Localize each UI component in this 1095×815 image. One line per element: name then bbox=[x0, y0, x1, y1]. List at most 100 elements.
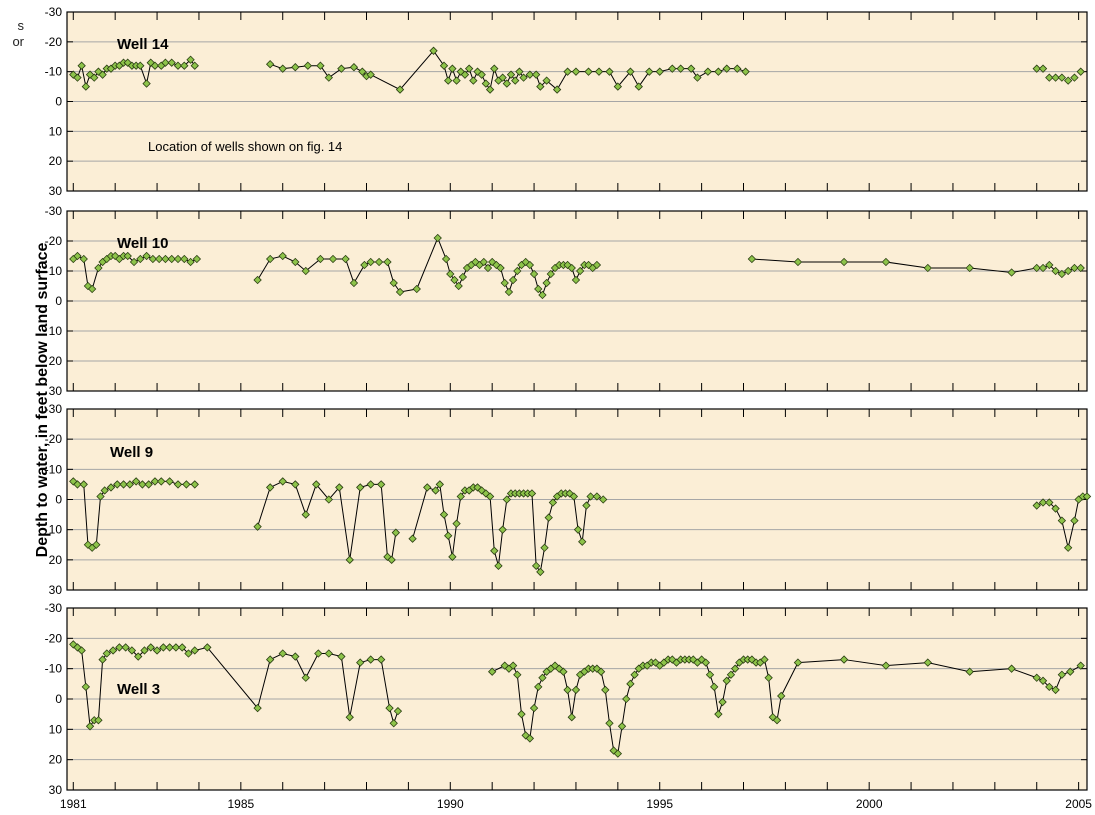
panel-3: -30 -20 -10 0 10 20 30 Well 9 bbox=[45, 402, 1092, 597]
data-point bbox=[383, 552, 392, 561]
data-point bbox=[377, 480, 386, 489]
data-point bbox=[464, 64, 474, 73]
data-point bbox=[456, 67, 465, 76]
data-point bbox=[1082, 492, 1092, 501]
data-series-points bbox=[1032, 64, 1085, 85]
data-point bbox=[134, 652, 143, 661]
data-point bbox=[460, 70, 470, 79]
data-point bbox=[485, 492, 495, 501]
data-point bbox=[345, 713, 354, 722]
data-point bbox=[668, 64, 677, 73]
data-point bbox=[180, 61, 189, 70]
data-series bbox=[253, 477, 400, 564]
well-label: Well 3 bbox=[117, 681, 160, 698]
data-point bbox=[563, 67, 572, 76]
data-point bbox=[113, 480, 122, 489]
data-point bbox=[536, 567, 545, 577]
data-point bbox=[594, 67, 604, 76]
data-point bbox=[571, 275, 581, 285]
data-point bbox=[441, 254, 451, 264]
data-series bbox=[265, 46, 750, 94]
data-point bbox=[150, 477, 160, 486]
data-point bbox=[605, 719, 614, 728]
data-point bbox=[582, 501, 591, 510]
data-point bbox=[1057, 269, 1067, 279]
data-point bbox=[617, 722, 627, 731]
panels-group: -30 -20 -10 0 10 20 30 Well 14 -30 -20 -10 0 10 20 30 W… bbox=[45, 5, 1092, 797]
data-point bbox=[485, 85, 495, 94]
data-point bbox=[747, 254, 757, 264]
data-point bbox=[502, 495, 512, 504]
data-point bbox=[1070, 73, 1079, 82]
data-point bbox=[435, 480, 444, 489]
data-point bbox=[192, 254, 202, 264]
data-point bbox=[73, 251, 82, 261]
data-point bbox=[366, 655, 375, 664]
y-tick-label: 30 bbox=[49, 783, 63, 797]
data-point bbox=[693, 73, 702, 82]
panel-1: -30 -20 -10 0 10 20 30 Well 14 bbox=[45, 5, 1088, 198]
data-point bbox=[1063, 76, 1073, 85]
data-point bbox=[184, 649, 193, 658]
data-point bbox=[92, 540, 101, 549]
data-point bbox=[154, 254, 164, 264]
data-point bbox=[173, 61, 183, 70]
data-point bbox=[291, 480, 300, 489]
data-point bbox=[563, 685, 572, 695]
data-point bbox=[839, 655, 849, 664]
data-point bbox=[1038, 64, 1048, 73]
data-point bbox=[157, 477, 166, 486]
data-point bbox=[140, 646, 149, 655]
data-point bbox=[253, 275, 262, 285]
data-point bbox=[567, 263, 576, 273]
data-point bbox=[253, 703, 262, 713]
data-point bbox=[1051, 266, 1060, 276]
data-point bbox=[477, 70, 486, 79]
y-tick-label: -30 bbox=[45, 5, 63, 19]
data-point bbox=[494, 561, 503, 571]
data-point bbox=[1051, 685, 1060, 695]
x-tick-label: 1981 bbox=[60, 797, 87, 811]
data-point bbox=[337, 652, 346, 661]
data-point bbox=[544, 513, 553, 522]
data-point bbox=[538, 290, 547, 300]
data-point bbox=[609, 746, 618, 755]
data-point bbox=[527, 489, 537, 498]
data-point bbox=[479, 257, 488, 267]
data-point bbox=[622, 694, 631, 704]
data-point bbox=[165, 477, 174, 486]
x-tick-label: 1995 bbox=[646, 797, 673, 811]
data-point bbox=[291, 652, 300, 661]
data-point bbox=[1032, 64, 1041, 73]
data-point bbox=[1076, 67, 1085, 76]
well-label: Well 14 bbox=[117, 36, 169, 53]
data-point bbox=[571, 685, 581, 695]
data-point bbox=[529, 703, 539, 713]
data-point bbox=[366, 70, 375, 79]
data-point bbox=[1051, 73, 1060, 82]
data-point bbox=[596, 667, 606, 676]
data-point bbox=[79, 254, 88, 264]
data-point bbox=[1076, 661, 1085, 670]
data-point bbox=[121, 643, 130, 652]
data-point bbox=[502, 79, 512, 88]
data-point bbox=[481, 79, 491, 88]
data-point bbox=[123, 251, 132, 261]
y-tick-label: -20 bbox=[45, 234, 63, 248]
data-point bbox=[513, 670, 522, 679]
data-point bbox=[301, 510, 310, 519]
data-point bbox=[733, 64, 742, 73]
data-point bbox=[301, 673, 310, 682]
data-point bbox=[152, 646, 162, 655]
data-point bbox=[1045, 682, 1054, 692]
data-point bbox=[525, 70, 535, 79]
data-series bbox=[747, 254, 1085, 279]
data-point bbox=[337, 64, 346, 73]
data-point bbox=[291, 63, 300, 72]
data-point bbox=[180, 254, 189, 264]
data-point bbox=[703, 67, 713, 76]
data-point bbox=[265, 655, 275, 664]
data-point bbox=[1038, 263, 1048, 273]
data-point bbox=[142, 251, 151, 261]
data-point bbox=[592, 492, 602, 501]
